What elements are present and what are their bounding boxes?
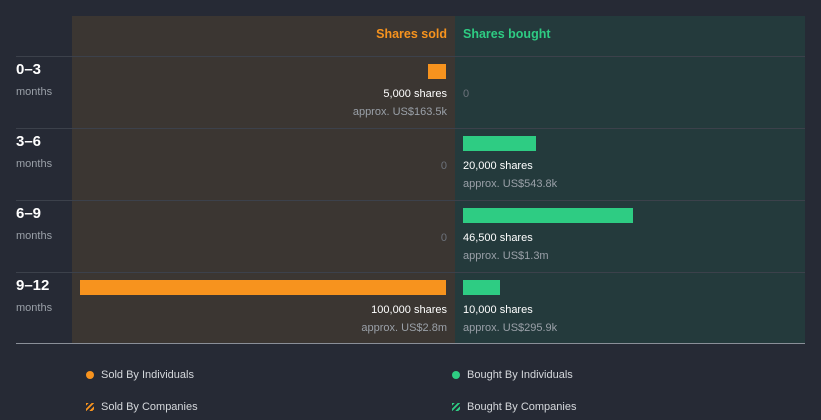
legend-dot-icon xyxy=(452,370,460,379)
legend-item: Sold By Companies xyxy=(86,401,198,413)
period-unit-label: months xyxy=(16,158,53,170)
period-unit-label: months xyxy=(16,302,53,314)
row-divider xyxy=(16,56,805,57)
period-label: 9–12 xyxy=(16,277,50,294)
legend-item: Bought By Individuals xyxy=(452,369,573,381)
legend-item: Sold By Individuals xyxy=(86,369,194,381)
bought-bar xyxy=(463,208,633,223)
shares-bought-header: Shares bought xyxy=(463,27,551,41)
sold-shares-value: 5,000 shares xyxy=(383,88,447,100)
bought-bar xyxy=(463,136,536,151)
period-label: 3–6 xyxy=(16,133,42,150)
bought-shares-value: 20,000 shares xyxy=(463,160,533,172)
sold-shares-value: 100,000 shares xyxy=(371,304,447,316)
sold-bar xyxy=(428,64,446,79)
legend-label: Bought By Companies xyxy=(467,401,577,413)
bought-approx-value: approx. US$295.9k xyxy=(463,322,558,334)
sold-bar xyxy=(80,280,446,295)
chart-baseline xyxy=(16,343,805,344)
legend-item: Bought By Companies xyxy=(452,401,576,413)
sold-approx-value: approx. US$163.5k xyxy=(352,106,447,118)
period-label: 6–9 xyxy=(16,205,42,222)
legend-dot-icon xyxy=(86,370,94,379)
bought-bar xyxy=(463,280,500,295)
legend-label: Sold By Companies xyxy=(101,401,198,413)
row-divider xyxy=(16,128,805,129)
bought-shares-value: 10,000 shares xyxy=(463,304,533,316)
period-label: 0–3 xyxy=(16,61,42,78)
shares-bought-column xyxy=(455,16,805,343)
bought-shares-value: 46,500 shares xyxy=(463,232,533,244)
bought-approx-value: approx. US$543.8k xyxy=(463,178,558,190)
row-divider xyxy=(16,200,805,201)
sold-zero-value: 0 xyxy=(440,160,447,172)
legend-label: Bought By Individuals xyxy=(467,369,573,381)
bought-approx-value: approx. US$1.3m xyxy=(463,250,549,262)
row-divider xyxy=(16,272,805,273)
period-unit-label: months xyxy=(16,230,53,242)
sold-approx-value: approx. US$2.8m xyxy=(361,322,447,334)
bought-zero-value: 0 xyxy=(463,88,470,100)
legend-hatch-icon xyxy=(86,402,94,411)
shares-sold-header: Shares sold xyxy=(376,27,447,41)
legend-hatch-icon xyxy=(452,402,460,411)
period-unit-label: months xyxy=(16,86,53,98)
legend-label: Sold By Individuals xyxy=(101,369,194,381)
sold-zero-value: 0 xyxy=(440,232,447,244)
